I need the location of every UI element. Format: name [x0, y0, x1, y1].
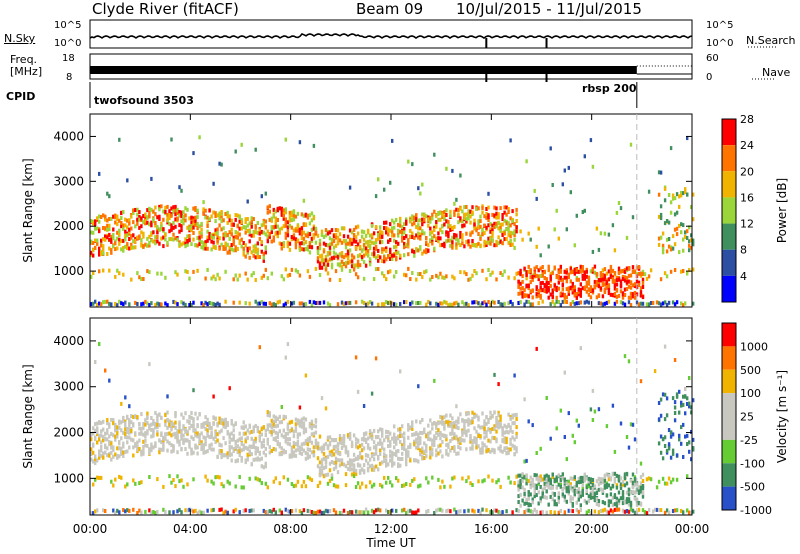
colorbar-tick-label: 4: [740, 270, 747, 283]
colorbar-segment: [722, 171, 736, 198]
cpid-label: CPID: [6, 90, 36, 103]
colorbar-segment: [722, 145, 736, 172]
colorbar-tick-label: 1000: [740, 340, 768, 353]
x-tick-label: 16:00: [474, 522, 509, 536]
date-range: 10/Jul/2015 - 11/Jul/2015: [456, 0, 642, 18]
y-tick-label: 1000: [53, 264, 84, 278]
colorbar-tick-label: 24: [740, 139, 754, 152]
freq-unit-label: [MHz]: [10, 65, 43, 78]
colorbar-segment: [722, 439, 736, 464]
colorbar-tick-label: -100: [740, 457, 765, 470]
colorbar-title: Velocity [m s⁻¹]: [775, 370, 789, 463]
colorbar-tick-label: -25: [740, 434, 758, 447]
colorbar-segment: [722, 463, 736, 487]
colorbar-title: Power [dB]: [775, 178, 789, 243]
x-tick-label: 04:00: [173, 522, 208, 536]
colorbar-segment: [722, 249, 736, 276]
colorbar-tick-label: 16: [740, 191, 754, 204]
colorbar-segment: [722, 275, 736, 302]
station-title: Clyde River (fitACF): [92, 0, 239, 18]
y-axis-title: Slant Range [km]: [21, 158, 35, 262]
y-tick-label: 3000: [53, 174, 84, 188]
freq-right-bottom: 0: [706, 72, 713, 83]
freq-left-top: 18: [62, 53, 75, 64]
noise-right-top: 10^5: [706, 20, 734, 31]
y-tick-label: 1000: [53, 471, 84, 485]
cpid-mode-2: rbsp 200: [582, 82, 637, 95]
cpid-mode-1: twofsound 3503: [94, 94, 194, 107]
y-tick-label: 4000: [53, 129, 84, 143]
y-axis-title: Slant Range [km]: [21, 364, 35, 468]
x-tick-label: 12:00: [374, 522, 409, 536]
x-tick-label: 00:00: [73, 522, 108, 536]
freq-series-band: [90, 66, 637, 74]
y-tick-label: 2000: [53, 426, 84, 440]
colorbar-tick-label: 20: [740, 165, 754, 178]
beam-label: Beam 09: [356, 0, 424, 18]
colorbar-frame: [721, 118, 737, 303]
colorbar-segment: [722, 323, 736, 347]
noise-panel-frame: [89, 19, 693, 49]
freq-left-bottom: 8: [66, 72, 73, 83]
power-scatter-cells: [90, 135, 695, 308]
colorbar-tick-label: 500: [740, 364, 761, 377]
nave-label: Nave: [762, 66, 791, 79]
colorbar-segment: [722, 197, 736, 224]
velocity-scatter-cells: [90, 342, 695, 516]
y-tick-label: 2000: [53, 219, 84, 233]
y-tick-label: 4000: [53, 334, 84, 348]
colorbar-tick-label: -1000: [740, 504, 772, 517]
colorbar-tick-label: 100: [740, 387, 761, 400]
freq-label: Freq.: [10, 53, 38, 66]
colorbar-tick-label: 25: [740, 411, 754, 424]
noise-left-bottom: 10^0: [54, 38, 82, 49]
noise-left-top: 10^5: [54, 20, 82, 31]
colorbar-segment: [722, 119, 736, 146]
freq-right-top: 60: [706, 53, 719, 64]
x-tick-label: 00:00: [675, 522, 710, 536]
colorbar-segment: [722, 393, 736, 417]
n-sky-label: N.Sky: [4, 32, 36, 45]
colorbar-segment: [722, 346, 736, 370]
x-tick-label: 08:00: [273, 522, 308, 536]
colorbar-tick-label: 28: [740, 113, 754, 126]
colorbar-tick-label: -500: [740, 481, 765, 494]
colorbar-frame: [721, 322, 737, 511]
colorbar-segment: [722, 369, 736, 394]
colorbar-tick-label: 12: [740, 218, 754, 231]
colorbar-segment: [722, 416, 736, 440]
colorbar-segment: [722, 486, 736, 510]
x-tick-label: 20:00: [574, 522, 609, 536]
x-axis-title: Time UT: [365, 536, 416, 550]
colorbar-tick-label: 8: [740, 244, 747, 257]
n-search-label: N.Search: [746, 34, 796, 47]
colorbar-segment: [722, 223, 736, 250]
noise-sky-series: [89, 33, 693, 39]
y-tick-label: 3000: [53, 380, 84, 394]
noise-right-bottom: 10^0: [706, 38, 734, 49]
